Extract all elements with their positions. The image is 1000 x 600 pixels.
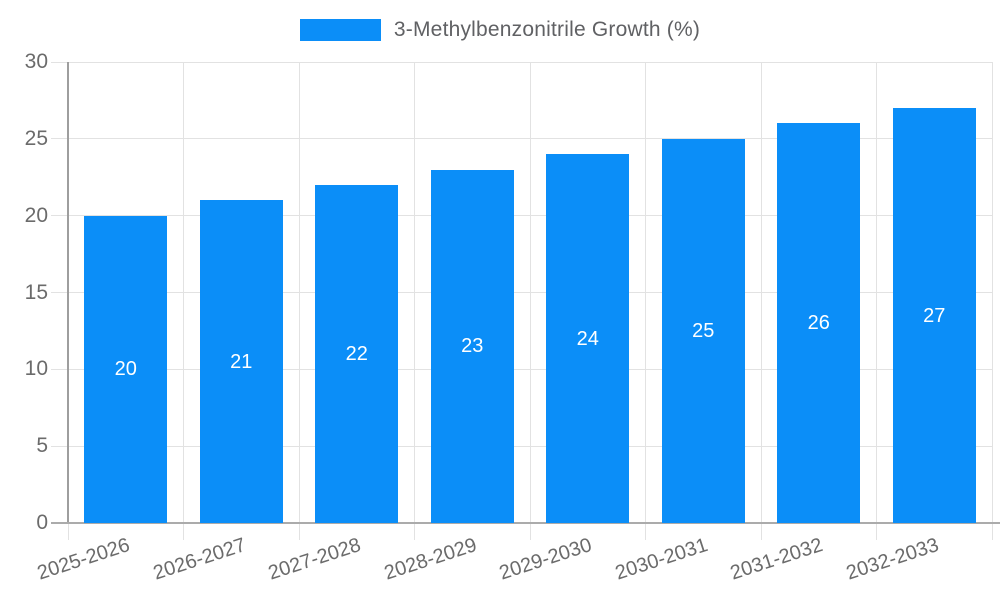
y-axis-tick-label: 10	[24, 357, 48, 381]
y-gridline	[51, 292, 992, 293]
y-gridline	[51, 215, 992, 217]
bar[interactable]: 20	[84, 215, 168, 523]
x-axis-tick-label: 2025-2026	[34, 534, 133, 585]
y-gridline	[51, 61, 992, 63]
x-gridline	[876, 62, 877, 540]
y-axis-tick-label: 0	[36, 511, 48, 534]
x-axis-tick-label: 2032-2033	[843, 534, 942, 585]
x-axis-tick-label: 2029-2030	[496, 534, 595, 585]
x-axis-tick-label: 2031-2032	[727, 534, 826, 585]
bar-value-label: 23	[461, 335, 484, 358]
legend-label: 3-Methylbenzonitrile Growth (%)	[393, 18, 701, 41]
bar-value-label: 24	[576, 327, 599, 350]
bar-value-label: 26	[807, 312, 830, 335]
y-gridline	[51, 138, 992, 140]
y-axis-tick-label: 20	[24, 203, 48, 227]
y-axis-tick-label: 30	[24, 50, 48, 73]
x-gridline	[645, 62, 646, 540]
bar[interactable]: 24	[546, 154, 630, 523]
x-gridline	[760, 62, 762, 540]
x-gridline	[529, 62, 531, 540]
legend-swatch	[299, 19, 381, 41]
x-axis-tick-label: 2026-2027	[150, 534, 249, 585]
bar[interactable]: 25	[661, 138, 745, 523]
x-axis-tick-label: 2030-2031	[612, 534, 711, 585]
bar[interactable]: 23	[430, 169, 514, 523]
bar-value-label: 20	[114, 358, 137, 381]
x-gridline	[298, 62, 300, 540]
bar-value-label: 21	[230, 350, 253, 373]
bar[interactable]: 26	[777, 123, 861, 523]
y-gridline	[51, 368, 992, 370]
x-gridline	[414, 62, 415, 540]
x-axis-line	[51, 522, 1000, 524]
x-gridline	[991, 62, 993, 540]
y-axis-tick-label: 25	[24, 126, 48, 150]
chart-legend[interactable]: 3-Methylbenzonitrile Growth (%)	[0, 18, 1000, 42]
bar[interactable]: 27	[892, 108, 976, 523]
bar[interactable]: 21	[199, 200, 283, 523]
y-axis-tick-label: 15	[24, 280, 48, 304]
x-axis-tick-label: 2027-2028	[265, 534, 364, 585]
bar-value-label: 27	[923, 304, 946, 327]
y-gridline	[51, 445, 992, 447]
y-axis-line	[67, 62, 69, 523]
bar-value-label: 22	[345, 342, 368, 365]
bar-value-label: 25	[692, 319, 715, 342]
bar[interactable]: 22	[315, 184, 399, 523]
x-axis-tick-label: 2028-2029	[381, 534, 480, 585]
y-axis-tick-label: 5	[36, 434, 48, 458]
x-gridline	[183, 62, 184, 540]
